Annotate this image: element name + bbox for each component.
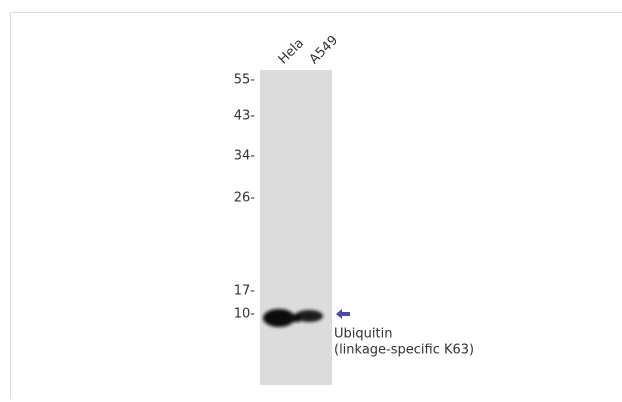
marker-label: 26-: [234, 191, 256, 206]
marker-label: 43-: [234, 109, 256, 124]
marker-label: 55-: [234, 73, 256, 88]
marker-label: 17-: [234, 284, 256, 299]
lane-label: A549: [307, 33, 341, 67]
marker-label: 34-: [234, 149, 256, 164]
lane-label: Hela: [276, 36, 307, 67]
western-blot-figure: Hela A549 55- 43- 34- 26- 17- 10- Ubiqui…: [0, 0, 622, 398]
marker-label: 10-: [234, 307, 256, 322]
target-detail: (linkage-specific K63): [334, 343, 474, 358]
target-name: Ubiquitin: [334, 327, 392, 342]
gel: [260, 70, 332, 385]
band: [290, 314, 300, 322]
band-arrow: [336, 309, 350, 319]
